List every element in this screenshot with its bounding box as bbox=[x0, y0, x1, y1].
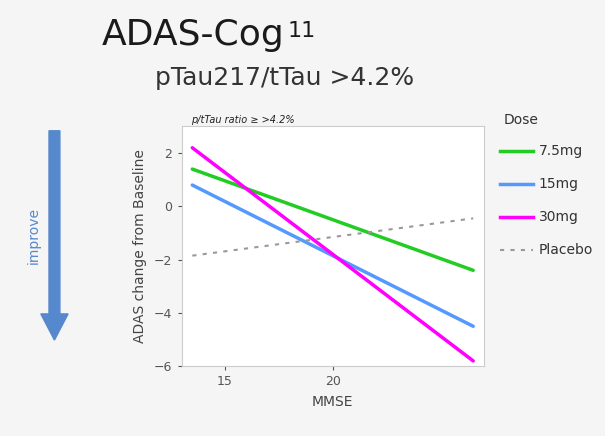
Text: 7.5mg: 7.5mg bbox=[538, 144, 583, 158]
Text: 30mg: 30mg bbox=[538, 210, 578, 224]
Text: improve: improve bbox=[26, 207, 41, 264]
X-axis label: MMSE: MMSE bbox=[312, 395, 353, 409]
Text: ADAS-Cog: ADAS-Cog bbox=[102, 18, 284, 52]
Text: p/tTau ratio ≥ >4.2%: p/tTau ratio ≥ >4.2% bbox=[191, 115, 294, 125]
Text: pTau217/tTau >4.2%: pTau217/tTau >4.2% bbox=[155, 66, 414, 91]
Text: Placebo: Placebo bbox=[538, 243, 593, 257]
Text: Dose: Dose bbox=[504, 113, 538, 127]
Y-axis label: ADAS change from Baseline: ADAS change from Baseline bbox=[133, 150, 147, 343]
Text: 11: 11 bbox=[287, 21, 316, 41]
Text: 15mg: 15mg bbox=[538, 177, 579, 191]
